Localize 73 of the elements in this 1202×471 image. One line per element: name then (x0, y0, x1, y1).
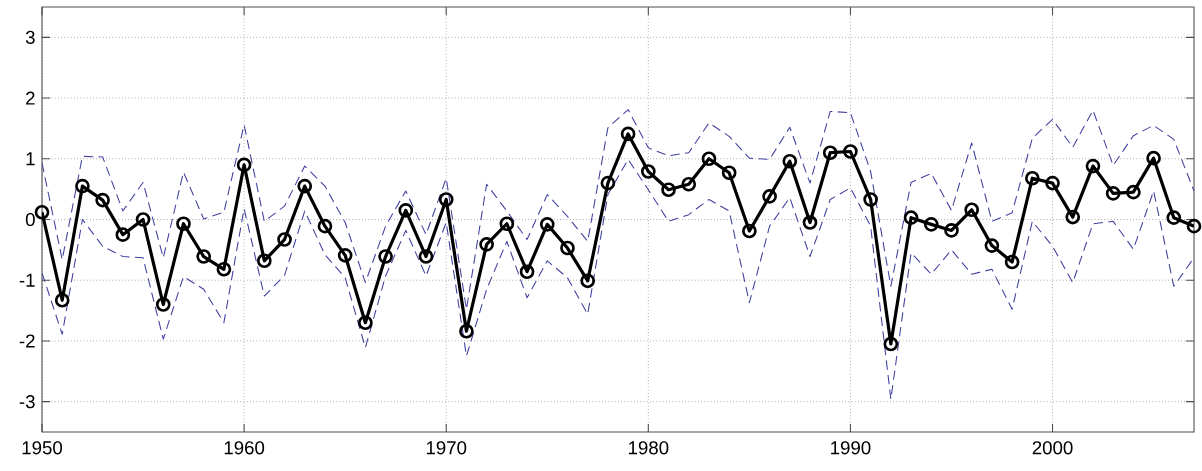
point (640, 164, 656, 179)
point (479, 237, 494, 252)
point (701, 151, 717, 167)
point (964, 202, 980, 218)
point (1186, 218, 1202, 234)
x-tick-label: 1990 (831, 441, 871, 455)
point (176, 216, 191, 232)
point (944, 223, 959, 238)
point (438, 192, 454, 207)
point (1045, 175, 1060, 191)
y-tick-label: 2 (26, 91, 35, 105)
point (135, 212, 151, 227)
point (378, 249, 393, 264)
point (580, 273, 596, 289)
point (75, 178, 90, 194)
point (742, 223, 757, 239)
point (843, 144, 858, 159)
point (1065, 209, 1081, 225)
point (1166, 210, 1182, 226)
point (418, 249, 434, 264)
point (519, 264, 535, 280)
point (681, 176, 697, 192)
point (236, 157, 252, 173)
point (984, 238, 1000, 253)
point (256, 253, 272, 269)
point (1146, 150, 1161, 166)
point (1024, 170, 1040, 186)
point (459, 323, 474, 339)
point (155, 297, 171, 312)
y-tick-label: 3 (25, 30, 35, 44)
point (782, 153, 798, 169)
point (661, 182, 676, 198)
x-tick-label: 1960 (224, 441, 265, 455)
line-series (42, 158, 1195, 400)
point (560, 240, 575, 256)
point (762, 189, 777, 204)
point (115, 227, 131, 243)
point (822, 145, 838, 161)
point (923, 217, 939, 232)
point (398, 203, 414, 218)
point (1085, 158, 1101, 174)
point (600, 175, 616, 191)
point (54, 292, 70, 308)
point (216, 261, 232, 277)
point (499, 216, 515, 232)
y-tick-label: -2 (19, 334, 35, 348)
y-tick-label: 1 (26, 152, 35, 166)
point (1105, 186, 1121, 201)
x-tick-label: 2000 (1032, 441, 1073, 455)
y-tick-label: -1 (19, 273, 35, 287)
point (539, 217, 555, 232)
x-tick-label: 1980 (628, 441, 669, 455)
x-tick-label: 1950 (22, 441, 63, 455)
point (297, 178, 313, 194)
point (337, 247, 353, 263)
point (863, 192, 878, 207)
point (1004, 254, 1020, 270)
point (721, 165, 737, 181)
x-tick-label: 1970 (426, 441, 467, 455)
point (95, 192, 110, 208)
point (620, 126, 636, 142)
point (277, 232, 292, 247)
point (34, 204, 50, 220)
point (358, 315, 373, 331)
point (1126, 184, 1141, 200)
point (802, 215, 818, 230)
y-tick-label: 0 (25, 212, 35, 227)
y-tick-label: -3 (19, 395, 35, 409)
point (883, 336, 899, 352)
point (903, 210, 919, 226)
point (196, 249, 212, 264)
point (317, 218, 333, 234)
line-series (42, 109, 1195, 310)
